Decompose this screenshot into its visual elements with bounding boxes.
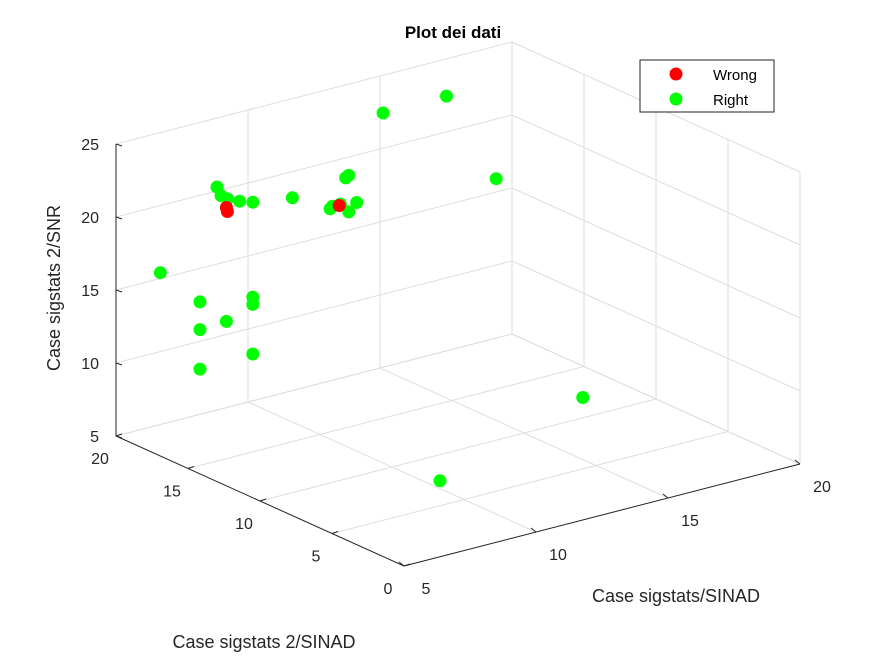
data-point-right <box>489 172 503 186</box>
data-point-right <box>219 314 233 328</box>
z-tick-label: 10 <box>81 356 99 373</box>
x-axis-label: Case sigstats/SINAD <box>592 586 760 606</box>
y-tick-mark <box>187 466 195 469</box>
grid-line <box>115 41 513 145</box>
z-tick-label: 20 <box>81 210 99 227</box>
data-point-right <box>339 171 353 185</box>
y-axis-label: Case sigstats 2/SINAD <box>172 632 355 652</box>
data-point-right <box>285 191 299 205</box>
grid-line <box>511 187 801 319</box>
legend-marker-wrong <box>669 67 683 81</box>
legend-box <box>639 59 775 113</box>
legend: Wrong Right <box>639 59 775 113</box>
z-tick-mark <box>115 216 123 220</box>
data-point-right <box>246 195 260 209</box>
data-point-right <box>193 323 207 337</box>
y-tick-mark <box>259 498 267 502</box>
y-tick-label: 15 <box>163 484 181 501</box>
data-point-right <box>246 297 260 311</box>
data-point-right <box>433 474 447 488</box>
y-tick-label: 20 <box>91 451 109 468</box>
data-point-right <box>376 106 390 120</box>
x-tick-mark <box>398 561 405 567</box>
data-point-wrong <box>332 199 346 212</box>
z-tick-label: 25 <box>81 137 99 154</box>
x-axis-line <box>403 463 801 567</box>
grid-layer <box>115 41 801 567</box>
z-tick-label: 15 <box>81 283 99 300</box>
z-tick-mark <box>115 143 123 147</box>
z-axis-label: Case sigstats 2/SNR <box>44 205 64 371</box>
data-point-right <box>576 391 590 404</box>
data-point-right <box>153 266 167 280</box>
grid-line <box>187 366 585 469</box>
z-tick-mark <box>115 435 123 439</box>
x-tick-mark <box>662 493 669 499</box>
grid-line <box>331 431 729 534</box>
legend-label-wrong: Wrong <box>713 67 757 84</box>
y-tick-mark <box>403 563 411 567</box>
data-point-wrong <box>220 205 234 218</box>
grid-line <box>115 187 513 291</box>
legend-marker-right <box>669 92 683 106</box>
grid-line <box>115 114 513 218</box>
data-point-right <box>342 205 356 219</box>
data-point-right <box>440 89 453 103</box>
data-point-right <box>193 362 207 376</box>
legend-label-right: Right <box>713 92 749 109</box>
y-tick-label: 5 <box>312 549 321 566</box>
y-tick-mark <box>331 531 339 534</box>
z-tick-label: 5 <box>90 429 99 446</box>
data-points <box>153 89 590 488</box>
data-point-right <box>193 295 207 309</box>
grid-line <box>259 398 657 502</box>
x-tick-label: 5 <box>422 581 431 598</box>
axes <box>115 143 801 567</box>
x-tick-label: 10 <box>549 547 567 564</box>
grid-line <box>115 333 513 437</box>
y-tick-label: 10 <box>235 516 253 533</box>
tick-labels: 5 10 15 20 0 5 10 15 20 5 10 15 20 25 <box>81 137 831 598</box>
y-tick-mark <box>115 433 123 437</box>
x-tick-label: 20 <box>813 479 831 496</box>
z-tick-mark <box>115 362 123 366</box>
data-point-right <box>246 347 260 361</box>
grid-line <box>511 260 801 392</box>
x-tick-mark <box>794 459 801 465</box>
data-point-right <box>350 196 364 209</box>
z-tick-mark <box>115 289 123 293</box>
data-point-right <box>233 194 247 208</box>
x-tick-mark <box>530 527 537 533</box>
grid-line <box>115 260 513 364</box>
grid-line <box>511 114 801 246</box>
y-tick-label: 0 <box>384 581 393 598</box>
chart-title: Plot dei dati <box>405 23 501 42</box>
x-tick-label: 15 <box>681 513 699 530</box>
